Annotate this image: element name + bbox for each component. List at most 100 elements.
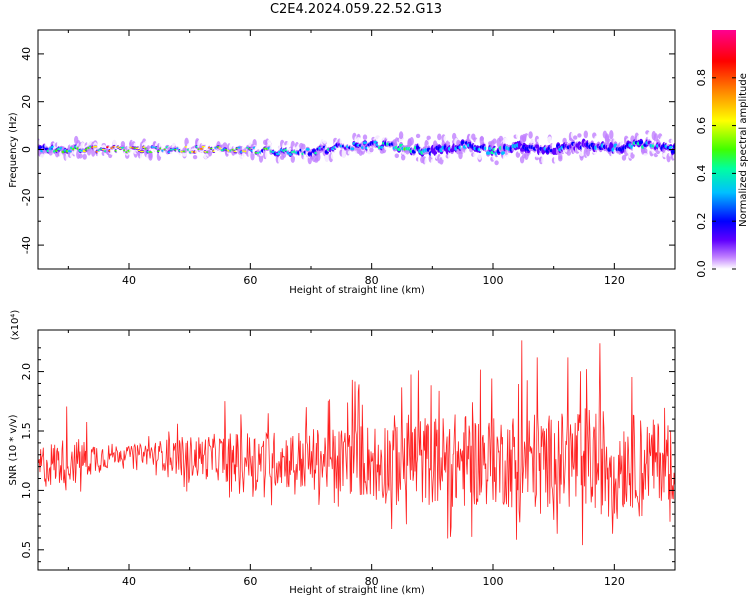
snr-x-tick-label: 40 (122, 575, 136, 588)
heatmap-cell (290, 154, 295, 163)
heatmap-y-tick-label: -40 (20, 236, 33, 254)
heatmap-cell (192, 155, 198, 160)
heatmap-x-tick-label: 80 (365, 274, 379, 287)
heatmap-cell (535, 144, 539, 149)
heatmap-x-tick-label: 40 (122, 274, 136, 287)
heatmap-cell (475, 139, 480, 144)
heatmap-cell (536, 138, 542, 143)
heatmap-cell (82, 153, 87, 160)
heatmap-cell (267, 139, 272, 145)
snr-y-tick-label: 0.5 (20, 541, 33, 559)
heatmap-cell (369, 147, 374, 153)
heatmap-cell (140, 150, 144, 153)
heatmap-cell (38, 140, 43, 145)
heatmap-cell (594, 137, 599, 143)
heatmap-marks (38, 128, 675, 166)
heatmap-cell (316, 152, 321, 162)
colorbar-tick-label: 0.4 (695, 165, 708, 183)
heatmap-cell (477, 152, 482, 160)
snr-frame (37, 329, 676, 571)
heatmap-cell (386, 134, 391, 140)
heatmap-cell (672, 133, 675, 143)
heatmap-y-tick-label: 0 (20, 146, 33, 153)
heatmap-cell (566, 150, 571, 156)
heatmap-cell (322, 136, 327, 144)
heatmap-cell (528, 153, 533, 163)
snr-x-tick-label: 80 (365, 575, 379, 588)
heatmap-cell (621, 154, 627, 161)
heatmap-cell (148, 152, 153, 161)
heatmap-cell (105, 141, 111, 147)
heatmap-cell (415, 133, 421, 139)
heatmap-cell (553, 158, 559, 164)
heatmap-cell (558, 155, 563, 162)
heatmap-cell (401, 154, 406, 161)
heatmap-cell (411, 160, 416, 166)
heatmap-cell (501, 151, 505, 156)
heatmap-cell (494, 160, 499, 166)
heatmap-cell (38, 146, 43, 150)
heatmap-cell (583, 130, 588, 139)
heatmap-cell (350, 147, 355, 151)
heatmap-y-tick-label: 40 (20, 47, 33, 61)
heatmap-cell (609, 130, 614, 140)
snr-x-tick-label: 120 (604, 575, 625, 588)
snr-y-tick-label: 1.0 (20, 482, 33, 500)
heatmap-y-tick-label: 20 (20, 95, 33, 109)
heatmap-cell (409, 137, 414, 146)
heatmap-cell (93, 145, 98, 148)
heatmap-cell (305, 148, 310, 151)
heatmap-y-tick-label: -20 (20, 188, 33, 206)
colorbar-tick-label: 0.8 (695, 69, 708, 87)
snr-x-tick-label: 60 (243, 575, 257, 588)
heatmap-x-tick-label: 120 (604, 274, 625, 287)
snr-y-tick-label: 1.5 (20, 422, 33, 440)
snr-x-tick-label: 100 (483, 575, 504, 588)
heatmap-cell (40, 153, 45, 159)
heatmap-cell (528, 131, 533, 139)
heatmap-axes: 40 60 80 100 120 -40 -20 0 20 40 (20, 29, 676, 287)
heatmap-cell (182, 151, 187, 157)
heatmap-cell (643, 152, 648, 159)
heatmap-cell (398, 131, 404, 140)
heatmap-cell (486, 151, 491, 155)
heatmap-cell (498, 135, 504, 142)
heatmap-cell (335, 148, 340, 155)
heatmap-cell (573, 135, 578, 140)
colorbar-label: Normalized spectral amplitude (738, 73, 749, 227)
snr-x-label: Height of straight line (km) (289, 585, 425, 596)
heatmap-cell (458, 152, 463, 160)
heatmap-y-label: Frequency (Hz) (8, 112, 19, 188)
heatmap-cell (324, 154, 329, 163)
heatmap-cell (341, 148, 346, 159)
heatmap-cell (330, 152, 336, 160)
snr-axes: 40 60 80 100 120 0.5 1.0 1.5 2.0 (20, 330, 676, 588)
snr-y-tick-label: 2.0 (20, 363, 33, 381)
colorbar-tick-label: 0.6 (695, 117, 708, 135)
colorbar-ticks: 0.0 0.2 0.4 0.6 0.8 (695, 69, 736, 278)
heatmap-x-label: Height of straight line (km) (289, 285, 425, 296)
heatmap-cell (428, 138, 433, 146)
heatmap-cell (222, 142, 228, 149)
heatmap-x-tick-label: 100 (483, 274, 504, 287)
heatmap-cell (437, 133, 442, 141)
colorbar-tick-label: 0.2 (695, 212, 708, 230)
colorbar (712, 30, 736, 269)
heatmap-cell (394, 153, 399, 159)
heatmap-cell (78, 153, 83, 159)
snr-y-label: SNR (10 * v/v) (8, 414, 19, 485)
heatmap-cell (443, 135, 448, 143)
heatmap-cell (265, 149, 270, 160)
heatmap-x-tick-label: 60 (243, 274, 257, 287)
heatmap-cell (643, 148, 648, 154)
heatmap-cell (464, 148, 470, 158)
heatmap-cell (615, 134, 620, 142)
heatmap-cell (148, 151, 153, 153)
heatmap-cell (639, 140, 643, 145)
heatmap-cell (672, 153, 675, 160)
heatmap-cell (598, 158, 603, 164)
heatmap-cell (509, 157, 514, 164)
colorbar-tick-label: 0.0 (695, 260, 708, 278)
heatmap-cell (670, 149, 675, 154)
heatmap-cell (507, 153, 512, 160)
